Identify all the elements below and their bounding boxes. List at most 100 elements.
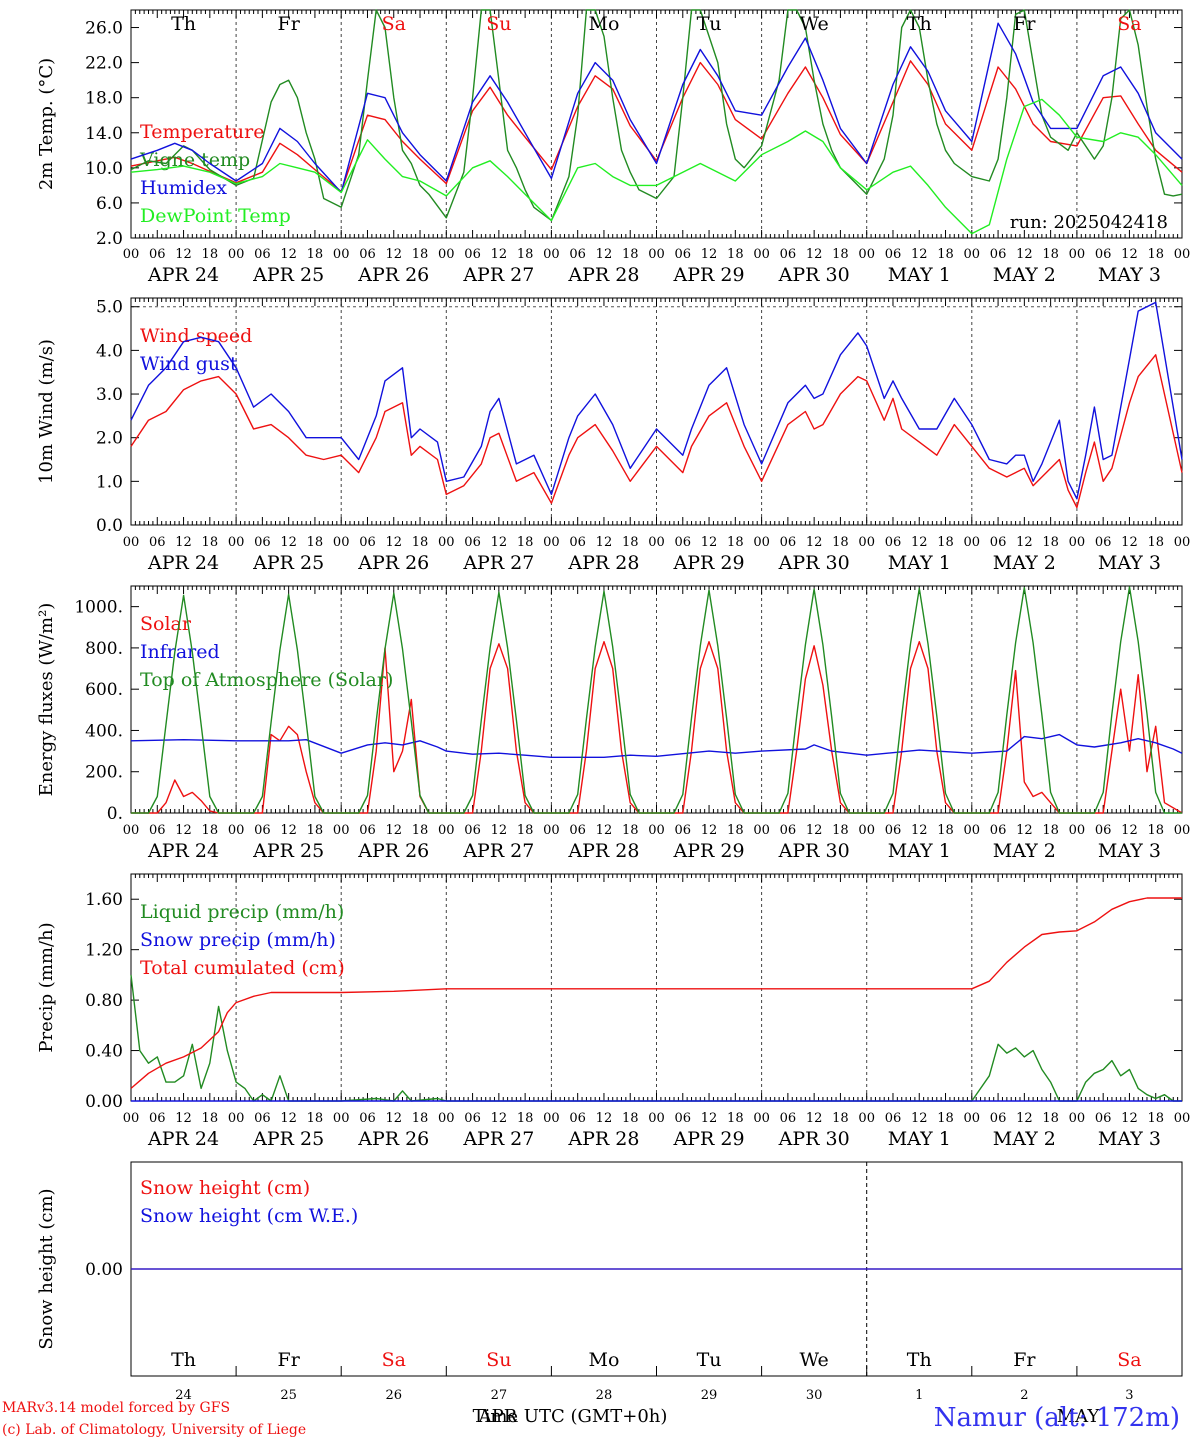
x-hour-label: 00 bbox=[648, 1111, 665, 1126]
x-date-label: MAY 1 bbox=[888, 552, 951, 574]
x-hour-label: 12 bbox=[385, 535, 402, 550]
x-hour-label: 12 bbox=[1121, 247, 1138, 262]
x-date-label: APR 30 bbox=[778, 552, 850, 574]
x-hour-label: 06 bbox=[149, 1111, 166, 1126]
x-date-label: MAY 2 bbox=[993, 1128, 1056, 1150]
x-hour-label: 00 bbox=[228, 823, 245, 838]
x-hour-label: 06 bbox=[1095, 1111, 1112, 1126]
day-number: 29 bbox=[701, 1388, 718, 1403]
day-abbr-top: Tu bbox=[697, 13, 722, 35]
day-abbr-top: Fr bbox=[1013, 13, 1036, 35]
x-hour-label: 12 bbox=[596, 823, 613, 838]
x-hour-label: 06 bbox=[464, 1111, 481, 1126]
x-hour-label: 06 bbox=[254, 823, 271, 838]
legend-entry: Total cumulated (cm) bbox=[140, 957, 345, 979]
y-axis-label: 10m Wind (m/s) bbox=[36, 339, 57, 484]
y-tick-label: 0.40 bbox=[85, 1042, 123, 1062]
x-hour-label: 00 bbox=[123, 823, 140, 838]
y-tick-label: 1000. bbox=[74, 598, 123, 618]
y-tick-label: 18.0 bbox=[85, 89, 123, 109]
x-hour-label: 12 bbox=[385, 247, 402, 262]
x-hour-label: 12 bbox=[1016, 535, 1033, 550]
y-tick-label: 0.80 bbox=[85, 991, 123, 1011]
y-tick-label: 2.0 bbox=[96, 429, 123, 449]
day-abbr-top: Fr bbox=[278, 13, 301, 35]
x-hour-label: 06 bbox=[569, 247, 586, 262]
x-hour-label: 00 bbox=[753, 823, 770, 838]
x-date-label: MAY 3 bbox=[1098, 840, 1161, 862]
x-date-label: MAY 3 bbox=[1098, 1128, 1161, 1150]
x-date-label: APR 24 bbox=[147, 840, 219, 862]
series-temp-3 bbox=[130, 98, 1183, 235]
x-hour-label: 00 bbox=[1174, 247, 1191, 262]
x-hour-label: 06 bbox=[149, 823, 166, 838]
x-hour-label: 12 bbox=[701, 823, 718, 838]
x-hour-label: 06 bbox=[675, 535, 692, 550]
x-hour-label: 18 bbox=[517, 823, 534, 838]
x-hour-label: 06 bbox=[990, 823, 1007, 838]
x-hour-label: 18 bbox=[1147, 247, 1164, 262]
x-hour-label: 06 bbox=[675, 823, 692, 838]
x-date-label: MAY 3 bbox=[1098, 552, 1161, 574]
x-hour-label: 00 bbox=[964, 247, 981, 262]
x-hour-label: 00 bbox=[1069, 823, 1086, 838]
day-abbr-bottom: We bbox=[800, 1349, 829, 1371]
day-abbr-top: We bbox=[800, 13, 829, 35]
x-hour-label: 00 bbox=[858, 247, 875, 262]
x-hour-label: 18 bbox=[937, 247, 954, 262]
x-hour-label: 18 bbox=[832, 823, 849, 838]
x-hour-label: 12 bbox=[280, 1111, 297, 1126]
x-hour-label: 06 bbox=[359, 247, 376, 262]
x-hour-label: 06 bbox=[464, 535, 481, 550]
x-hour-label: 12 bbox=[701, 535, 718, 550]
x-hour-label: 00 bbox=[1069, 1111, 1086, 1126]
x-date-label: APR 29 bbox=[673, 840, 745, 862]
x-hour-label: 00 bbox=[123, 535, 140, 550]
x-hour-label: 12 bbox=[596, 1111, 613, 1126]
x-hour-label: 00 bbox=[228, 535, 245, 550]
x-hour-label: 18 bbox=[727, 1111, 744, 1126]
x-date-label: APR 27 bbox=[462, 552, 534, 574]
x-hour-label: 18 bbox=[412, 247, 429, 262]
y-tick-label: 0. bbox=[107, 804, 123, 824]
station-label: Namur (alt: 172m) bbox=[934, 1403, 1180, 1433]
y-tick-label: 22.0 bbox=[85, 54, 123, 74]
x-hour-label: 18 bbox=[622, 535, 639, 550]
x-date-label: MAY 2 bbox=[993, 552, 1056, 574]
x-date-label: MAY 1 bbox=[888, 264, 951, 286]
x-date-label: APR 29 bbox=[673, 264, 745, 286]
y-axis-label: Energy fluxes (W/m²) bbox=[36, 603, 57, 797]
x-hour-label: 18 bbox=[832, 247, 849, 262]
month-overlay-apr: APR bbox=[478, 1406, 518, 1427]
x-date-label: APR 27 bbox=[462, 840, 534, 862]
x-date-label: APR 26 bbox=[357, 264, 429, 286]
x-hour-label: 06 bbox=[990, 535, 1007, 550]
x-date-label: APR 28 bbox=[567, 1128, 639, 1150]
x-hour-label: 18 bbox=[622, 823, 639, 838]
x-date-label: APR 25 bbox=[252, 552, 324, 574]
x-hour-label: 06 bbox=[780, 1111, 797, 1126]
x-hour-label: 00 bbox=[543, 1111, 560, 1126]
day-number: 26 bbox=[385, 1388, 402, 1403]
x-hour-label: 00 bbox=[333, 823, 350, 838]
panel-wind: 0.0 1.0 2.0 3.0 4.0 5.0 10m Wind (m/s) Wind spe… bbox=[36, 297, 1190, 574]
x-hour-label: 06 bbox=[990, 1111, 1007, 1126]
x-hour-label: 12 bbox=[175, 535, 192, 550]
x-hour-label: 00 bbox=[753, 535, 770, 550]
x-hour-label: 18 bbox=[1147, 535, 1164, 550]
day-number: 2 bbox=[1020, 1388, 1028, 1403]
x-hour-label: 12 bbox=[1121, 1111, 1138, 1126]
x-hour-label: 18 bbox=[1147, 823, 1164, 838]
x-hour-label: 12 bbox=[911, 1111, 928, 1126]
x-hour-label: 00 bbox=[438, 823, 455, 838]
x-hour-label: 00 bbox=[964, 1111, 981, 1126]
y-tick-label: 0.00 bbox=[85, 1260, 123, 1280]
x-hour-label: 00 bbox=[858, 1111, 875, 1126]
series-temp-2 bbox=[130, 22, 1183, 194]
x-hour-label: 18 bbox=[517, 535, 534, 550]
x-hour-label: 12 bbox=[806, 535, 823, 550]
x-hour-label: 18 bbox=[412, 823, 429, 838]
x-date-label: APR 29 bbox=[673, 552, 745, 574]
day-abbr-bottom: Fr bbox=[1013, 1349, 1036, 1371]
x-hour-label: 06 bbox=[254, 247, 271, 262]
